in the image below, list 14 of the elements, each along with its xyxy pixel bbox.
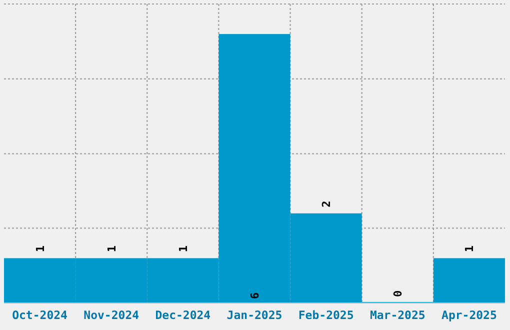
x-tick-label: Mar-2025 bbox=[370, 308, 426, 322]
x-tick-label: Oct-2024 bbox=[12, 308, 68, 322]
x-tick-label: Feb-2025 bbox=[298, 308, 354, 322]
x-tick-label: Nov-2024 bbox=[84, 308, 140, 322]
data-label: 1 bbox=[105, 245, 118, 252]
data-label: 6 bbox=[248, 292, 262, 299]
x-tick-label: Dec-2024 bbox=[155, 308, 211, 322]
data-label: 1 bbox=[176, 245, 190, 252]
data-label: 1 bbox=[463, 245, 476, 252]
x-tick-label: Apr-2025 bbox=[442, 308, 497, 322]
data-label: 1 bbox=[34, 245, 47, 252]
x-tick-label: Jan-2025 bbox=[226, 308, 282, 322]
data-label: 0 bbox=[392, 290, 405, 297]
data-label: 2 bbox=[320, 200, 334, 208]
